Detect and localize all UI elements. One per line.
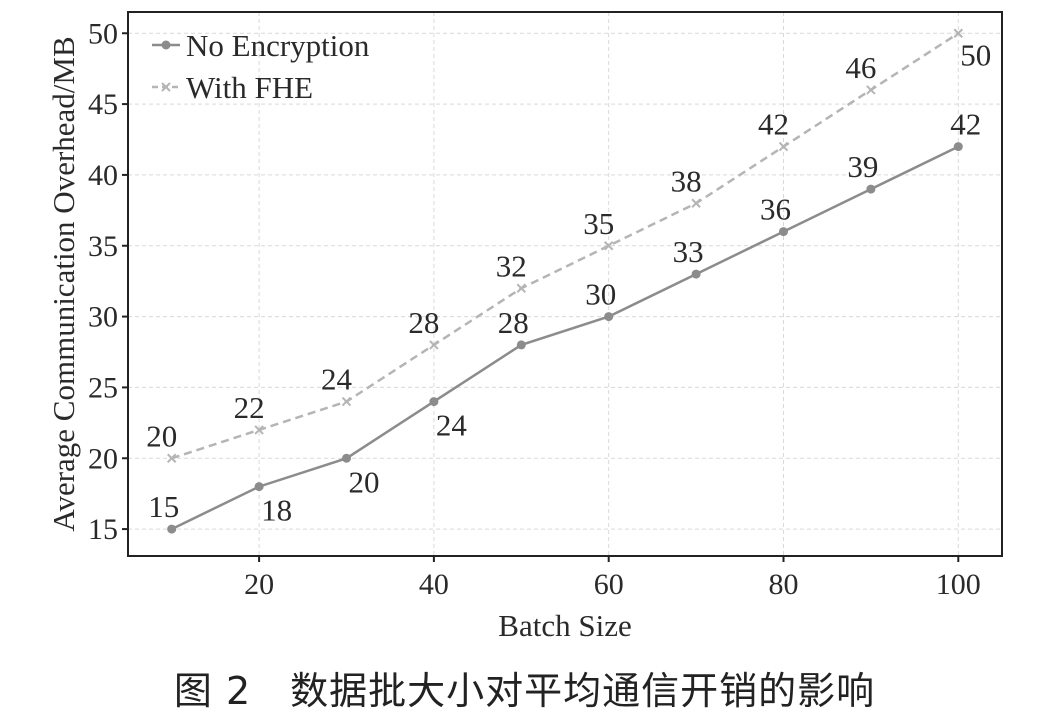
series-line-with-fhe	[171, 32, 959, 460]
data-label-with-fhe: 22	[234, 390, 265, 425]
data-point-with-fhe	[341, 396, 352, 407]
y-axis-title: Average Communication Overhead/MB	[46, 36, 81, 531]
data-point-with-fhe	[603, 241, 614, 251]
y-tick-label: 35	[88, 230, 118, 263]
data-point-no-encryption	[604, 312, 614, 322]
data-label-no-encryption: 39	[847, 149, 878, 184]
data-labels: 15 20 18 22 20 24 24 28 28 32 30 35 33 38 36 42 39 46 42 50	[146, 37, 991, 527]
data-point-no-encryption	[953, 142, 963, 152]
legend-marker-with-fhe	[161, 82, 171, 92]
data-point-with-fhe	[778, 141, 789, 152]
series-layer	[166, 28, 964, 534]
data-label-no-encryption: 28	[498, 305, 529, 340]
data-label-no-encryption: 30	[585, 277, 616, 312]
x-tick-label: 100	[936, 568, 981, 601]
data-point-with-fhe	[866, 85, 876, 95]
x-tick-label: 80	[769, 568, 799, 601]
data-label-no-encryption: 20	[349, 464, 380, 499]
data-label-with-fhe: 38	[671, 163, 702, 198]
data-label-with-fhe: 32	[496, 248, 527, 283]
y-tick-label: 15	[88, 513, 118, 546]
data-point-no-encryption	[429, 397, 439, 407]
x-tick-label: 20	[244, 568, 274, 601]
y-tick-label: 20	[88, 442, 118, 475]
grid-lines	[128, 12, 1002, 556]
x-axis-title: Batch Size	[498, 608, 631, 643]
x-tick-label: 60	[594, 568, 624, 601]
y-tick-label: 30	[88, 301, 118, 334]
data-point-with-fhe	[691, 198, 701, 208]
data-label-with-fhe: 24	[321, 362, 353, 397]
data-point-with-fhe	[429, 340, 439, 350]
data-point-no-encryption	[691, 269, 701, 279]
legend-marker-no-encryption	[161, 40, 171, 50]
data-label-no-encryption: 42	[950, 107, 981, 142]
data-point-no-encryption	[516, 340, 526, 350]
data-point-with-fhe	[166, 453, 177, 463]
data-label-with-fhe: 20	[146, 418, 177, 453]
data-point-no-encryption	[167, 524, 177, 534]
data-label-with-fhe: 35	[583, 206, 614, 241]
data-label-no-encryption: 15	[148, 489, 179, 524]
legend-entry-with-fhe: With FHE	[152, 70, 313, 105]
plot-frame	[127, 11, 1003, 557]
data-point-no-encryption	[779, 227, 788, 237]
data-point-with-fhe	[254, 425, 264, 435]
data-label-with-fhe: 28	[408, 305, 439, 340]
y-tick-label: 50	[88, 17, 118, 50]
line-chart: 15 20 18 22 20 24 24 28 28 32 30 35 33 38 36 42 39 46 42 50…	[46, 11, 1003, 643]
y-tick-label: 45	[88, 88, 118, 121]
legend-label-with-fhe: With FHE	[186, 70, 313, 105]
data-label-no-encryption: 24	[436, 408, 468, 443]
data-point-with-fhe	[516, 283, 527, 293]
axis-ticks: 15 20 25 30 35 40 45 50 20 40 60 80 100	[88, 17, 981, 601]
x-tick-label: 40	[419, 568, 449, 601]
y-tick-label: 40	[88, 159, 118, 192]
data-label-with-fhe: 42	[758, 107, 789, 142]
data-point-with-fhe	[953, 28, 964, 38]
legend-entry-no-encryption: No Encryption	[152, 28, 370, 63]
data-label-no-encryption: 33	[673, 234, 704, 269]
y-tick-label: 25	[88, 371, 118, 404]
data-point-no-encryption	[342, 453, 351, 463]
data-label-no-encryption: 36	[760, 192, 791, 227]
data-label-no-encryption: 18	[261, 493, 292, 528]
legend-label-no-encryption: No Encryption	[186, 28, 370, 63]
data-label-with-fhe: 50	[960, 37, 991, 72]
figure-caption: 图 2 数据批大小对平均通信开销的影响	[173, 669, 876, 713]
series-line-no-encryption	[171, 145, 959, 531]
legend: No Encryption With FHE	[152, 28, 370, 105]
data-point-no-encryption	[254, 482, 264, 492]
data-point-no-encryption	[866, 184, 876, 194]
data-label-with-fhe: 46	[845, 50, 876, 85]
